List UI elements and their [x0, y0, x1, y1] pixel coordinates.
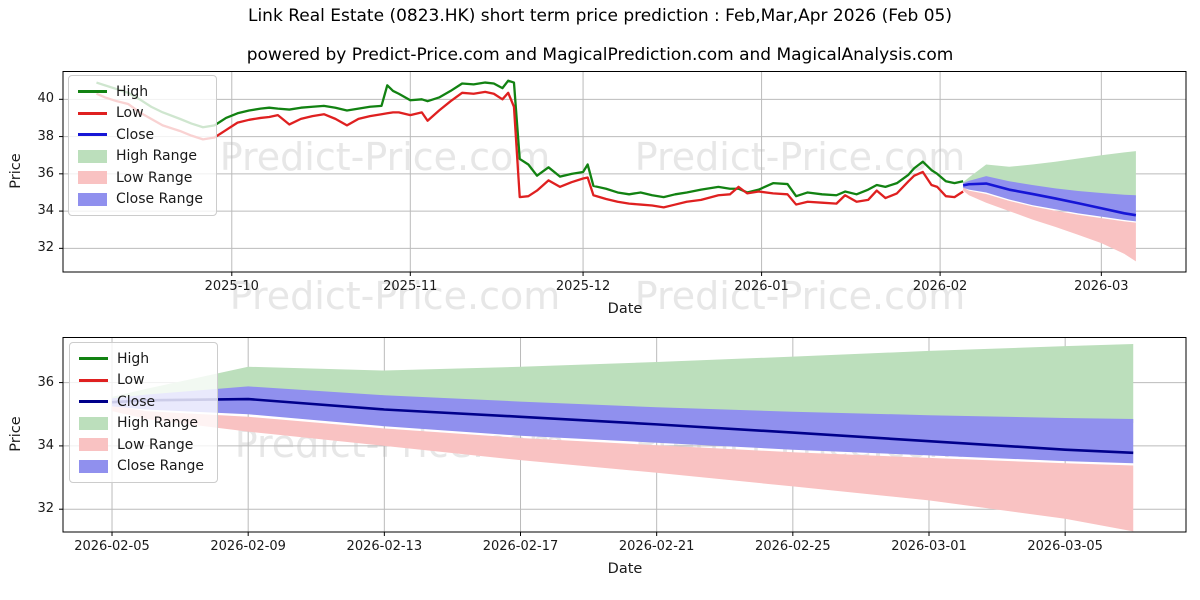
legend-label: High Range	[116, 148, 197, 165]
close-line-swatch	[78, 133, 107, 137]
legend-item: Close	[78, 124, 206, 146]
x-tick-label: 2026-03-05	[1027, 539, 1103, 554]
low-range-swatch	[78, 171, 107, 185]
legend-label: Close Range	[117, 458, 204, 475]
legend-item: High Range	[78, 146, 206, 168]
legend-label: High Range	[117, 415, 198, 432]
close-line-swatch	[79, 400, 108, 404]
legend-label: Low Range	[117, 436, 194, 453]
legend-label: Close Range	[116, 191, 203, 208]
legend-label: Close	[116, 126, 155, 143]
low-line-swatch	[78, 111, 107, 115]
legend-label: Low	[117, 372, 145, 389]
high-range-swatch	[78, 149, 107, 163]
legend-label: High	[117, 350, 150, 367]
y-tick-label: 34	[37, 437, 54, 453]
close-range-swatch	[79, 459, 108, 473]
x-tick-label: 2025-12	[555, 279, 611, 294]
legend-item: High	[78, 81, 206, 103]
high-range-swatch	[79, 416, 108, 430]
x-tick-label: 2026-02-13	[346, 539, 423, 554]
y-tick-label: 40	[37, 91, 54, 107]
legend-label: Low	[116, 105, 144, 122]
x-tick-label: 2026-01	[734, 279, 789, 294]
legend-item: Low	[79, 370, 207, 392]
y-tick-label: 36	[37, 165, 54, 181]
low-range-swatch	[79, 438, 108, 452]
x-tick-label: 2026-03-01	[891, 539, 967, 554]
x-axis-title: Date	[607, 561, 643, 577]
y-tick-label: 38	[37, 128, 54, 144]
y-tick-label: 32	[37, 501, 54, 517]
legend-item: Low Range	[78, 167, 206, 189]
y-tick-label: 36	[37, 374, 54, 390]
legend-item: Close Range	[78, 189, 206, 211]
high-line-swatch	[79, 357, 108, 361]
watermark-text: Predict-Price.com	[229, 274, 561, 318]
y-tick-label: 34	[37, 203, 54, 219]
x-tick-label: 2026-03	[1074, 279, 1129, 294]
forecast-plot-area	[59, 337, 1187, 536]
x-tick-label: 2025-10	[204, 279, 259, 294]
history-plot-area	[59, 71, 1187, 276]
legend: High Low Close High Range Low Range Clos…	[69, 342, 218, 483]
watermark-text: Predict-Price.com	[219, 135, 551, 179]
legend-label: Close	[117, 393, 156, 410]
close-range-swatch	[78, 192, 107, 206]
x-axis-title: Date	[607, 301, 643, 317]
low-line-swatch	[79, 378, 108, 382]
legend-item: High Range	[79, 413, 207, 435]
x-tick-label: 2026-02-21	[618, 539, 695, 554]
legend-item: Low Range	[79, 434, 207, 456]
legend-item: Low	[78, 103, 206, 125]
page-title: Link Real Estate (0823.HK) short term pr…	[247, 6, 952, 26]
legend-item: High	[79, 348, 207, 370]
x-tick-label: 2026-02-17	[482, 539, 559, 554]
legend-item: Close	[79, 391, 207, 413]
x-tick-label: 2026-02	[912, 279, 968, 294]
x-tick-label: 2025-11	[383, 279, 438, 294]
watermark-text: Predict-Price.com	[634, 274, 966, 318]
page-subtitle: powered by Predict-Price.com and Magical…	[246, 45, 954, 65]
legend-label: High	[116, 83, 149, 100]
x-tick-label: 2026-02-09	[210, 539, 286, 554]
x-tick-label: 2026-02-05	[74, 539, 150, 554]
legend-item: Close Range	[79, 456, 207, 478]
y-tick-label: 32	[37, 240, 54, 256]
high-line-swatch	[78, 90, 107, 94]
legend-label: Low Range	[116, 169, 193, 186]
legend: High Low Close High Range Low Range Clos…	[68, 75, 217, 216]
x-tick-label: 2026-02-25	[755, 539, 831, 554]
